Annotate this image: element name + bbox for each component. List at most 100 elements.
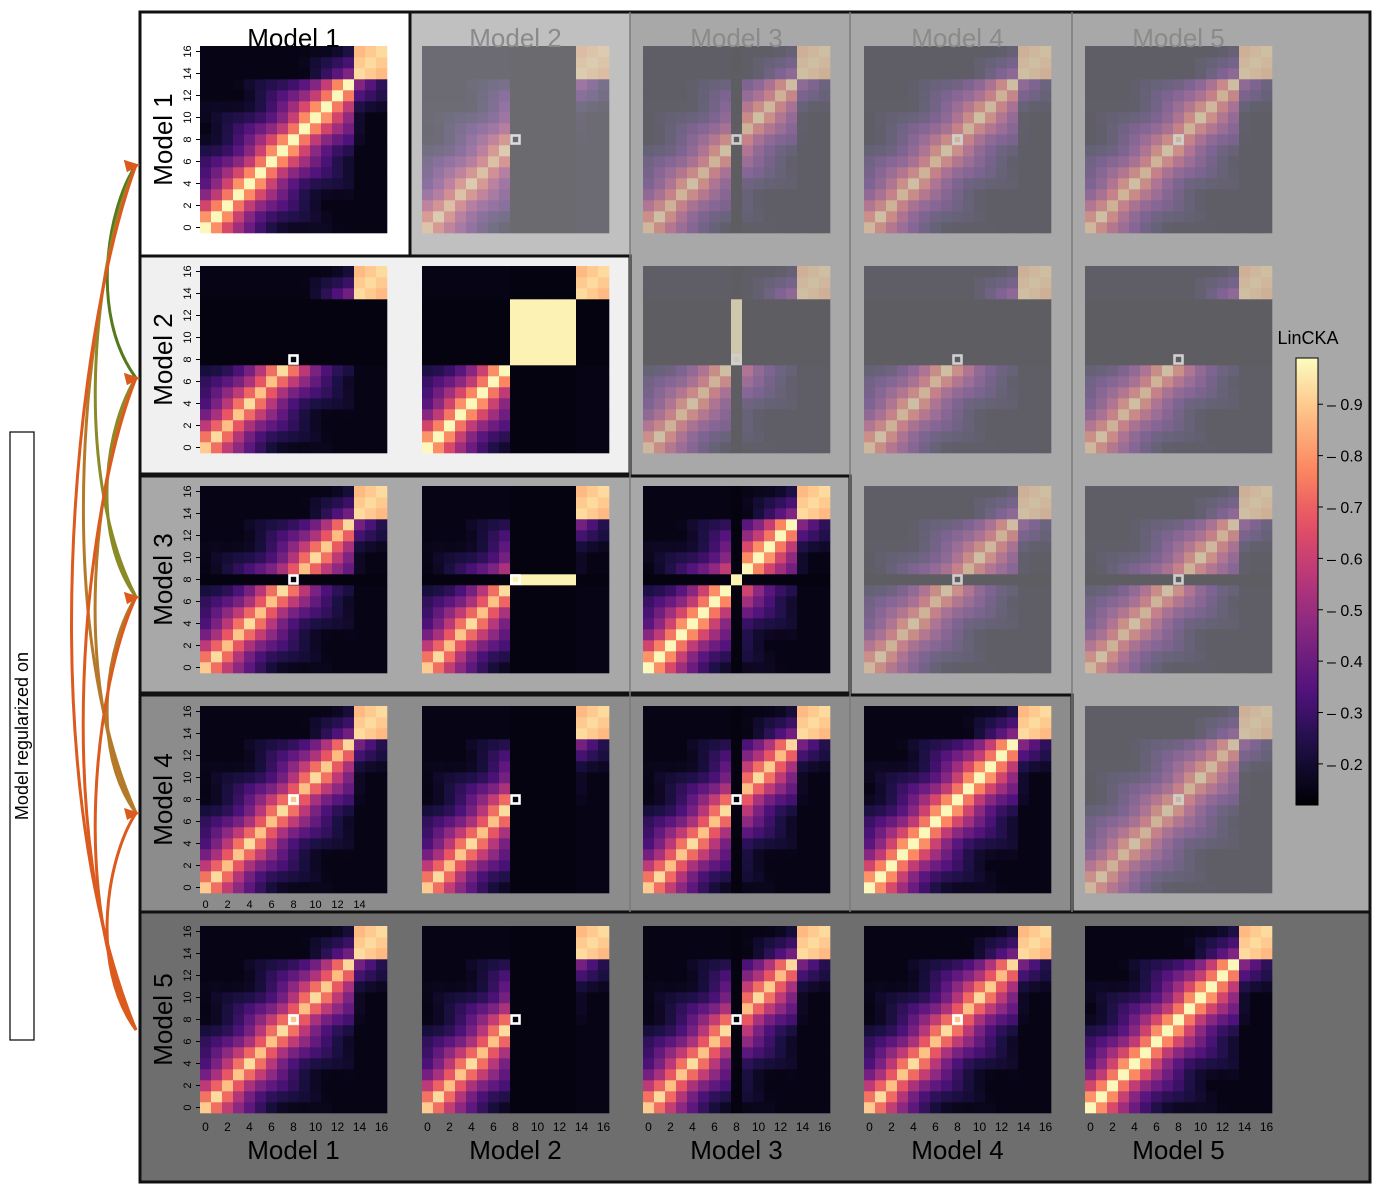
heatmap-cell (200, 420, 212, 432)
heatmap-cell (985, 167, 997, 179)
heatmap-cell (919, 651, 931, 663)
heatmap-cell (952, 101, 964, 113)
heatmap-cell (665, 420, 677, 432)
heatmap-cell (996, 618, 1008, 630)
heatmap-cell (376, 376, 388, 388)
heatmap-cell (499, 629, 511, 641)
heatmap-cell (875, 508, 887, 520)
heatmap-cell (466, 321, 478, 333)
heatmap-cell (1129, 266, 1141, 278)
heatmap-cell (864, 101, 876, 113)
heatmap-cell (1162, 365, 1174, 377)
heatmap-cell (1018, 552, 1030, 564)
heatmap-cell (941, 651, 953, 663)
heatmap-cell (963, 101, 975, 113)
heatmap-cell (1195, 79, 1207, 91)
heatmap-cell (576, 145, 588, 157)
heatmap-cell (1118, 123, 1130, 135)
heatmap-cell (488, 156, 500, 168)
heatmap-cell (1173, 574, 1185, 586)
heatmap-cell (310, 761, 322, 773)
heatmap-cell (554, 398, 566, 410)
heatmap-cell (365, 618, 377, 630)
heatmap-cell (554, 420, 566, 432)
heatmap-cell (299, 376, 311, 388)
heatmap-cell (731, 574, 743, 586)
heatmap-cell (819, 90, 831, 102)
heatmap-cell (1184, 618, 1196, 630)
heatmap-cell (930, 211, 942, 223)
heatmap-cell (299, 783, 311, 795)
heatmap-cell (576, 299, 588, 311)
heatmap-cell (1085, 629, 1097, 641)
heatmap-cell (654, 629, 666, 641)
heatmap-cell (222, 596, 234, 608)
heatmap-cell (1162, 277, 1174, 289)
heatmap-cell (521, 508, 533, 520)
heatmap-cell (1206, 497, 1218, 509)
heatmap-cell (819, 145, 831, 157)
heatmap-cell (786, 541, 798, 553)
heatmap-cell (354, 772, 366, 784)
heatmap-cell (731, 321, 743, 333)
heatmap-cell (200, 79, 212, 91)
heatmap-cell (753, 530, 765, 542)
heatmap-cell (1018, 640, 1030, 652)
heatmap-cell (687, 409, 699, 421)
heatmap-cell (1018, 563, 1030, 575)
heatmap-cell (1162, 618, 1174, 630)
heatmap-cell (1206, 431, 1218, 443)
heatmap-cell (266, 849, 278, 861)
heatmap-cell (974, 486, 986, 498)
heatmap-cell (1096, 211, 1108, 223)
heatmap-cell (277, 222, 289, 234)
heatmap-cell (1239, 266, 1251, 278)
heatmap-cell (310, 772, 322, 784)
heatmap-cell (321, 68, 333, 80)
heatmap-cell (698, 519, 710, 531)
heatmap-cell (444, 607, 456, 619)
heatmap-cell (376, 398, 388, 410)
heatmap-cell (1029, 156, 1041, 168)
heatmap-cell (996, 123, 1008, 135)
heatmap-cell (731, 541, 743, 553)
heatmap-cell (255, 816, 267, 828)
heatmap-cell (1029, 662, 1041, 674)
heatmap-cell (753, 222, 765, 234)
heatmap-cell (200, 167, 212, 179)
heatmap-cell (1173, 145, 1185, 157)
heatmap-cell (1151, 497, 1163, 509)
heatmap-cell (864, 431, 876, 443)
heatmap-cell (1040, 497, 1052, 509)
heatmap-cell (974, 607, 986, 619)
heatmap-cell (565, 838, 577, 850)
heatmap-cell (808, 211, 820, 223)
heatmap-cell (200, 849, 212, 861)
heatmap-cell (510, 596, 522, 608)
heatmap-cell (510, 585, 522, 597)
heatmap-cell (731, 398, 743, 410)
heatmap-cell (376, 871, 388, 883)
heatmap-cell (698, 442, 710, 454)
heatmap-cell (1140, 486, 1152, 498)
heatmap-cell (222, 200, 234, 212)
heatmap-cell (676, 882, 688, 894)
heatmap-cell (676, 90, 688, 102)
heatmap-cell (764, 376, 776, 388)
heatmap-cell (1151, 101, 1163, 113)
heatmap-cell (521, 321, 533, 333)
heatmap-cell (598, 288, 610, 300)
heatmap-cell (720, 497, 732, 509)
heatmap-cell (376, 783, 388, 795)
heatmap-cell (709, 321, 721, 333)
heatmap-cell (720, 134, 732, 146)
heatmap-cell (974, 508, 986, 520)
heatmap-cell (255, 211, 267, 223)
heatmap-cell (786, 167, 798, 179)
heatmap-cell (1018, 156, 1030, 168)
heatmap-cell (244, 156, 256, 168)
heatmap-cell (211, 772, 223, 784)
heatmap-cell (875, 112, 887, 124)
heatmap-cell (587, 662, 599, 674)
heatmap-cell (1040, 387, 1052, 399)
